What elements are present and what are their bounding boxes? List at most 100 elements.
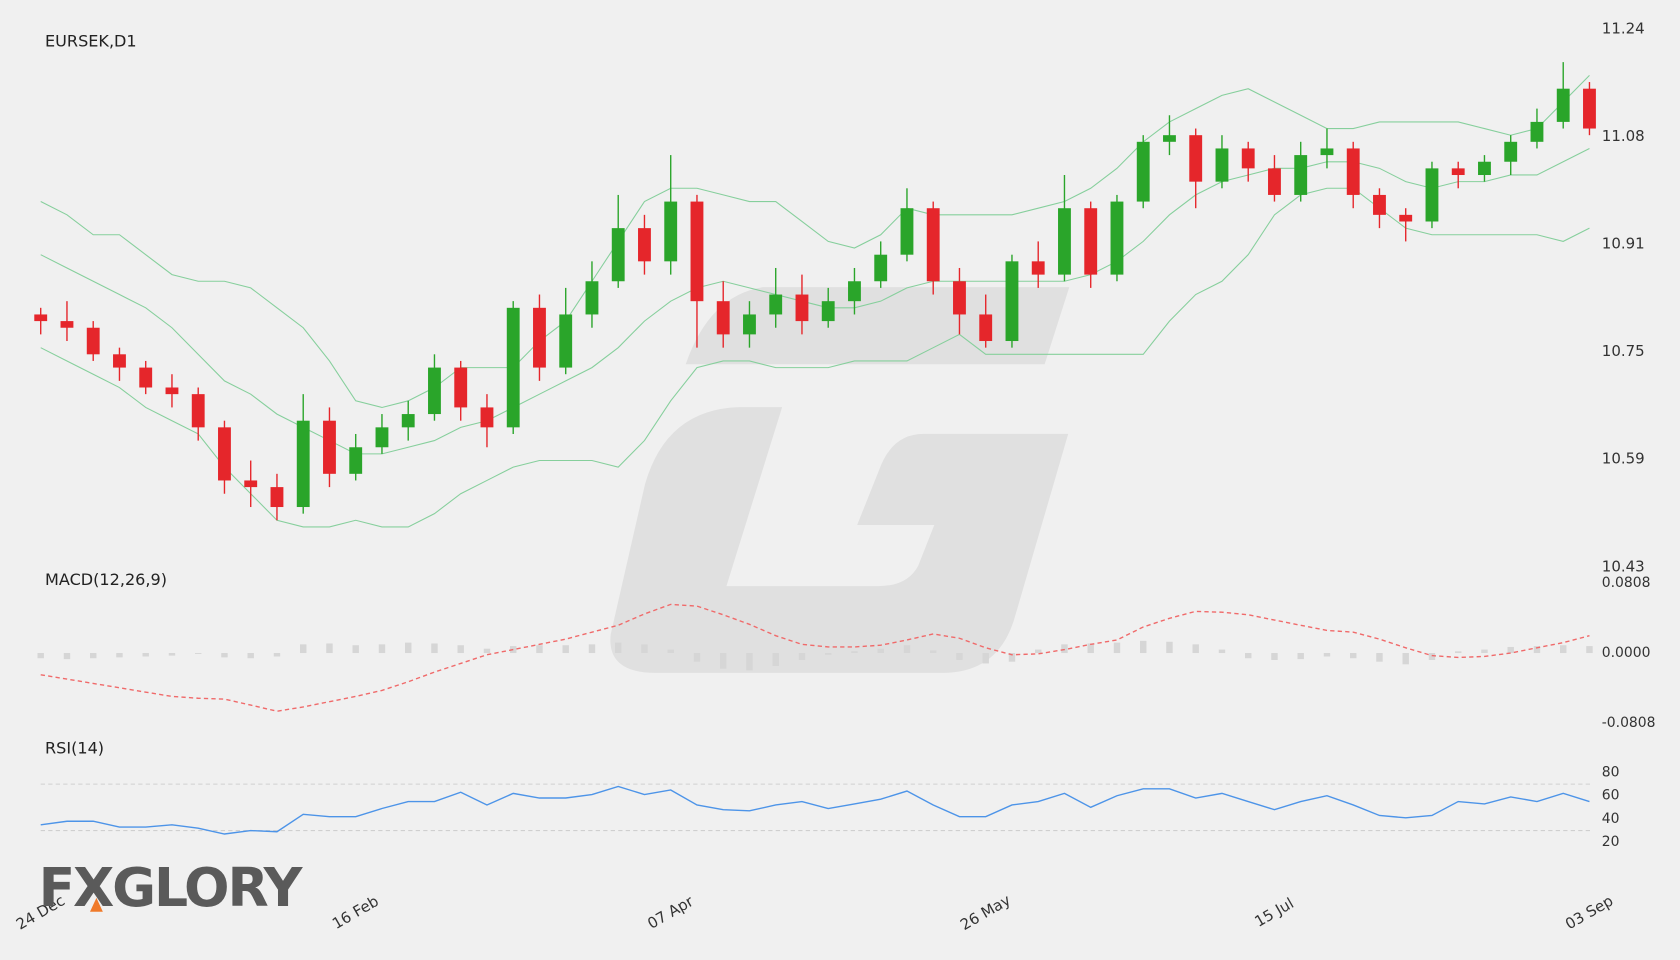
macd-bar (1402, 653, 1409, 665)
macd-bar (378, 644, 386, 654)
macd-bar (1455, 651, 1462, 654)
macd-bar (562, 645, 569, 654)
macd-bar (1533, 646, 1541, 654)
candle-body (244, 480, 258, 488)
candle-body (1189, 135, 1203, 182)
y-tick-label: 80 (1602, 765, 1620, 781)
candle-body (165, 387, 179, 395)
candle-body (113, 354, 126, 368)
macd-bar (1140, 640, 1147, 654)
macd-bar (956, 653, 963, 660)
candle-body (1530, 121, 1544, 142)
bollinger-band (40, 75, 1590, 409)
macd-bar (982, 653, 989, 664)
candle-body (533, 307, 546, 368)
macd-bar (168, 653, 176, 656)
y-tick-label: 40 (1602, 811, 1620, 827)
macd-bar (300, 644, 307, 654)
candle-body (1110, 201, 1124, 275)
y-tick-label: 10.75 (1602, 342, 1645, 360)
candle-body (1136, 141, 1150, 202)
y-tick-label: 11.24 (1602, 19, 1645, 37)
macd-bar (1586, 646, 1593, 654)
rsi-title: RSI(14) (45, 738, 104, 757)
macd-bar (221, 653, 228, 658)
macd-bar (405, 642, 412, 654)
y-tick-label: 20 (1602, 834, 1620, 850)
candle-body (1451, 168, 1465, 176)
candle-body (690, 201, 704, 302)
macd-bar (431, 643, 438, 654)
macd-bar (798, 653, 806, 660)
macd-bar (641, 644, 648, 654)
y-tick-label: 0.0000 (1602, 645, 1651, 661)
candle-body (1320, 148, 1334, 156)
candle-body (900, 208, 914, 255)
macd-bar (1218, 649, 1226, 654)
candle-body (1294, 155, 1308, 195)
macd-bar (615, 642, 622, 654)
watermark-g (610, 407, 1069, 673)
macd-bar (1560, 645, 1567, 654)
candle-body (1058, 208, 1071, 275)
macd-bar (1323, 653, 1331, 657)
macd-bar (1428, 653, 1436, 660)
rsi-line (40, 785, 1590, 835)
macd-bar (1271, 653, 1278, 660)
candle-body (1346, 148, 1360, 195)
candle-body (139, 367, 153, 388)
candle-body (638, 228, 651, 262)
candle-body (716, 301, 730, 335)
macd-title: MACD(12,26,9) (45, 570, 167, 589)
macd-bar (273, 653, 281, 657)
candle-body (979, 314, 993, 342)
macd-bar (825, 653, 832, 655)
chart-title: EURSEK,D1 (45, 31, 137, 50)
macd-bar (483, 648, 491, 654)
candle-body (401, 414, 415, 428)
y-tick-label: 11.08 (1602, 127, 1645, 145)
candle-body (1478, 161, 1491, 176)
macd-bar (1507, 646, 1514, 654)
candle-body (585, 281, 599, 315)
macd-bar (667, 649, 674, 654)
macd-bar (195, 653, 202, 654)
candle-body (953, 281, 966, 315)
y-tick-label: 0.0808 (1602, 575, 1651, 591)
candle-body (1241, 148, 1255, 169)
candle-body (375, 427, 389, 448)
candle-body (1399, 214, 1413, 222)
macd-bar (746, 653, 753, 671)
macd-bar (772, 653, 779, 667)
macd-bar (588, 644, 596, 654)
candle-body (428, 367, 441, 415)
y-tick-label: -0.0808 (1602, 715, 1656, 731)
candle-body (1268, 168, 1281, 195)
candle-body (1005, 261, 1019, 342)
macd-bar (1061, 644, 1068, 654)
candle-body (664, 201, 678, 262)
candle-body (34, 314, 48, 322)
macd-bar (247, 653, 254, 659)
candle-body (874, 254, 888, 282)
y-tick-label: 10.59 (1602, 450, 1645, 468)
macd-bar (1350, 653, 1357, 659)
y-tick-label: 60 (1602, 788, 1620, 804)
candle-body (60, 321, 74, 328)
macd-bar (720, 653, 727, 669)
brand: FXGLORY (39, 856, 304, 919)
candle-body (1583, 88, 1596, 129)
candle-body (1215, 148, 1229, 182)
candle-body (454, 367, 468, 408)
candle-body (86, 327, 100, 355)
macd-bar (536, 645, 543, 654)
candle-body (926, 208, 940, 282)
candle-body (270, 487, 284, 508)
macd-bar (1008, 653, 1016, 662)
macd-bar (877, 648, 884, 654)
candle-body (1504, 141, 1518, 162)
candle-body (191, 394, 205, 428)
